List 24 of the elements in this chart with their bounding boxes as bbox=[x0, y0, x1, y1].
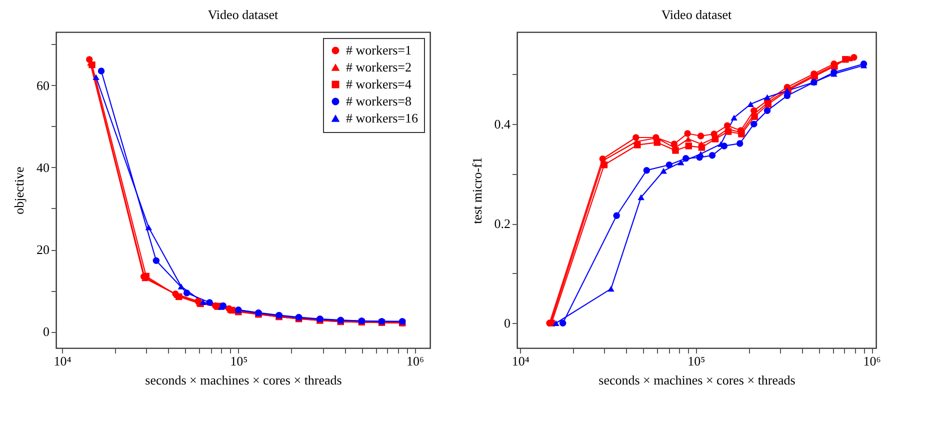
x-tick-label: 10⁶ bbox=[406, 354, 424, 368]
legend-label: # workers=8 bbox=[346, 94, 412, 108]
x-tick-label: 10⁵ bbox=[688, 354, 706, 368]
legend-label: # workers=1 bbox=[346, 42, 412, 58]
legend-label: # workers=16 bbox=[346, 110, 418, 126]
y-axis-title: test micro-f1 bbox=[469, 157, 484, 224]
chart-title: Video dataset bbox=[208, 7, 279, 22]
y-tick-label: 0.4 bbox=[494, 116, 511, 132]
x-tick-label: 10⁵ bbox=[230, 354, 248, 368]
y-tick-label: 20 bbox=[36, 242, 50, 258]
x-tick-label: 10⁶ bbox=[863, 354, 881, 368]
y-tick-label: 0 bbox=[43, 324, 50, 340]
x-axis-title: seconds × machines × cores × threads bbox=[598, 372, 796, 388]
y-tick-label: 40 bbox=[36, 160, 50, 175]
y-tick-label: 0 bbox=[504, 316, 510, 331]
x-tick-label: 10⁴ bbox=[54, 354, 72, 368]
x-tick-label: 10⁴ bbox=[512, 354, 530, 368]
y-axis-title: objective bbox=[12, 166, 26, 214]
y-tick-label: 0.2 bbox=[494, 216, 510, 232]
chart-title: Video dataset bbox=[661, 7, 732, 22]
y-tick-label: 60 bbox=[36, 78, 50, 93]
legend-label: # workers=4 bbox=[346, 76, 412, 92]
legend-label: # workers=2 bbox=[346, 60, 412, 74]
x-axis-title: seconds × machines × cores × threads bbox=[145, 372, 342, 388]
